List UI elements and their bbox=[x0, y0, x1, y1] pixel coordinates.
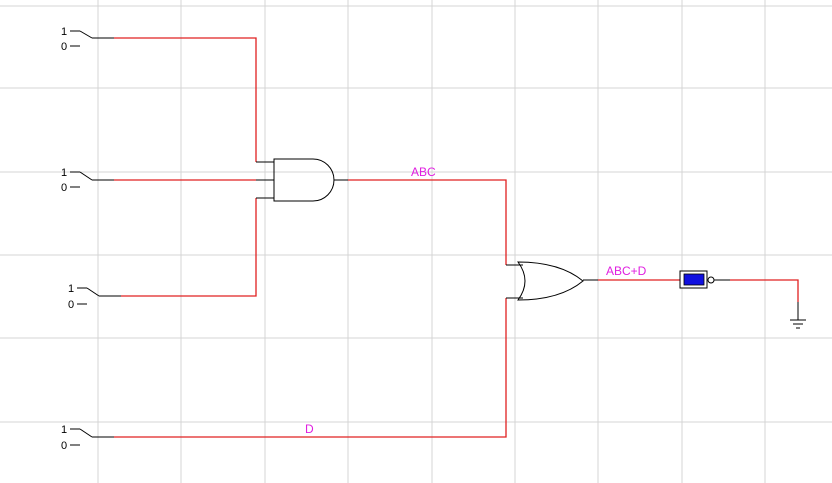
logic-probe-icon[interactable] bbox=[679, 270, 730, 289]
switch-a-high-label: 1 bbox=[61, 26, 67, 38]
ground-icon bbox=[790, 302, 806, 329]
switch-c[interactable]: 1 0 bbox=[68, 283, 121, 311]
switch-d-high-label: 1 bbox=[61, 424, 67, 436]
switch-c-high-label: 1 bbox=[68, 283, 74, 295]
switch-a[interactable]: 1 0 bbox=[61, 26, 114, 53]
switch-a-low-label: 0 bbox=[61, 41, 67, 53]
wires bbox=[114, 37, 799, 438]
and-gate-icon[interactable] bbox=[256, 158, 348, 202]
or-gate-icon[interactable] bbox=[506, 261, 598, 301]
wire-to-ground bbox=[730, 279, 799, 302]
switch-d-low-label: 0 bbox=[61, 440, 67, 452]
net-label-abc-plus-d: ABC+D bbox=[606, 264, 647, 278]
wire-a bbox=[114, 37, 257, 162]
switch-d[interactable]: 1 0 bbox=[61, 424, 114, 452]
switch-b[interactable]: 1 0 bbox=[61, 167, 114, 194]
net-label-d: D bbox=[305, 422, 314, 436]
wire-c bbox=[121, 198, 257, 297]
switch-b-low-label: 0 bbox=[61, 182, 67, 194]
wire-abc bbox=[348, 179, 507, 265]
net-label-abc: ABC bbox=[411, 165, 436, 179]
wire-d bbox=[114, 298, 507, 438]
switch-b-high-label: 1 bbox=[61, 167, 67, 179]
switch-c-low-label: 0 bbox=[68, 299, 74, 311]
